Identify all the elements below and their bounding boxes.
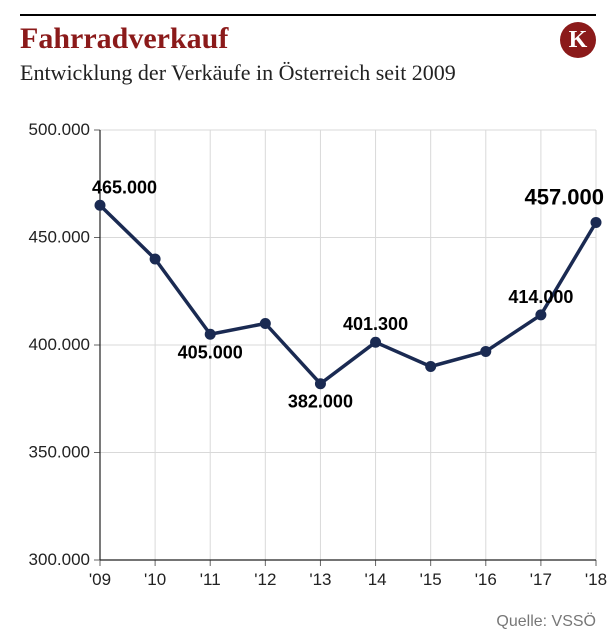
data-label: 414.000 [508, 287, 573, 307]
chart-subtitle: Entwicklung der Verkäufe in Österreich s… [20, 60, 456, 86]
xtick-label: '18 [585, 570, 607, 589]
chart-title: Fahrradverkauf [20, 22, 228, 56]
data-marker [205, 329, 216, 340]
data-marker [150, 254, 161, 265]
xtick-label: '13 [309, 570, 331, 589]
xtick-label: '10 [144, 570, 166, 589]
line-chart-svg: 300.000 350.000 400.000 450.000 500.000 '09 '1… [0, 100, 616, 600]
figure-container: Fahrradverkauf Entwicklung der Verkäufe … [0, 0, 616, 641]
source-text: VSSÖ [552, 613, 596, 630]
xtick-label: '16 [475, 570, 497, 589]
top-rule [20, 14, 596, 16]
publisher-logo: K [560, 22, 596, 58]
ytick-label: 450.000 [29, 228, 90, 247]
data-marker [425, 361, 436, 372]
data-label: 405.000 [178, 342, 243, 362]
source-prefix: Quelle: [496, 613, 551, 630]
data-label: 457.000 [524, 184, 604, 209]
xtick-label: '17 [530, 570, 552, 589]
xtick-label: '09 [89, 570, 111, 589]
ytick-label: 400.000 [29, 335, 90, 354]
data-marker [480, 346, 491, 357]
xtick-label: '11 [200, 570, 221, 589]
xtick-label: '12 [254, 570, 276, 589]
ytick-label: 300.000 [29, 550, 90, 569]
data-label: 465.000 [92, 177, 157, 197]
ytick-label: 500.000 [29, 120, 90, 139]
source-credit: Quelle: VSSÖ [496, 613, 596, 631]
chart-area: 300.000 350.000 400.000 450.000 500.000 '09 '1… [0, 100, 616, 600]
data-label: 382.000 [288, 392, 353, 412]
data-marker [370, 337, 381, 348]
data-marker [535, 309, 546, 320]
ytick-label: 350.000 [29, 443, 90, 462]
data-marker [95, 200, 106, 211]
xtick-label: '14 [364, 570, 386, 589]
data-marker [315, 378, 326, 389]
data-label: 401.300 [343, 314, 408, 334]
data-marker [260, 318, 271, 329]
data-marker [591, 217, 602, 228]
xtick-label: '15 [420, 570, 442, 589]
